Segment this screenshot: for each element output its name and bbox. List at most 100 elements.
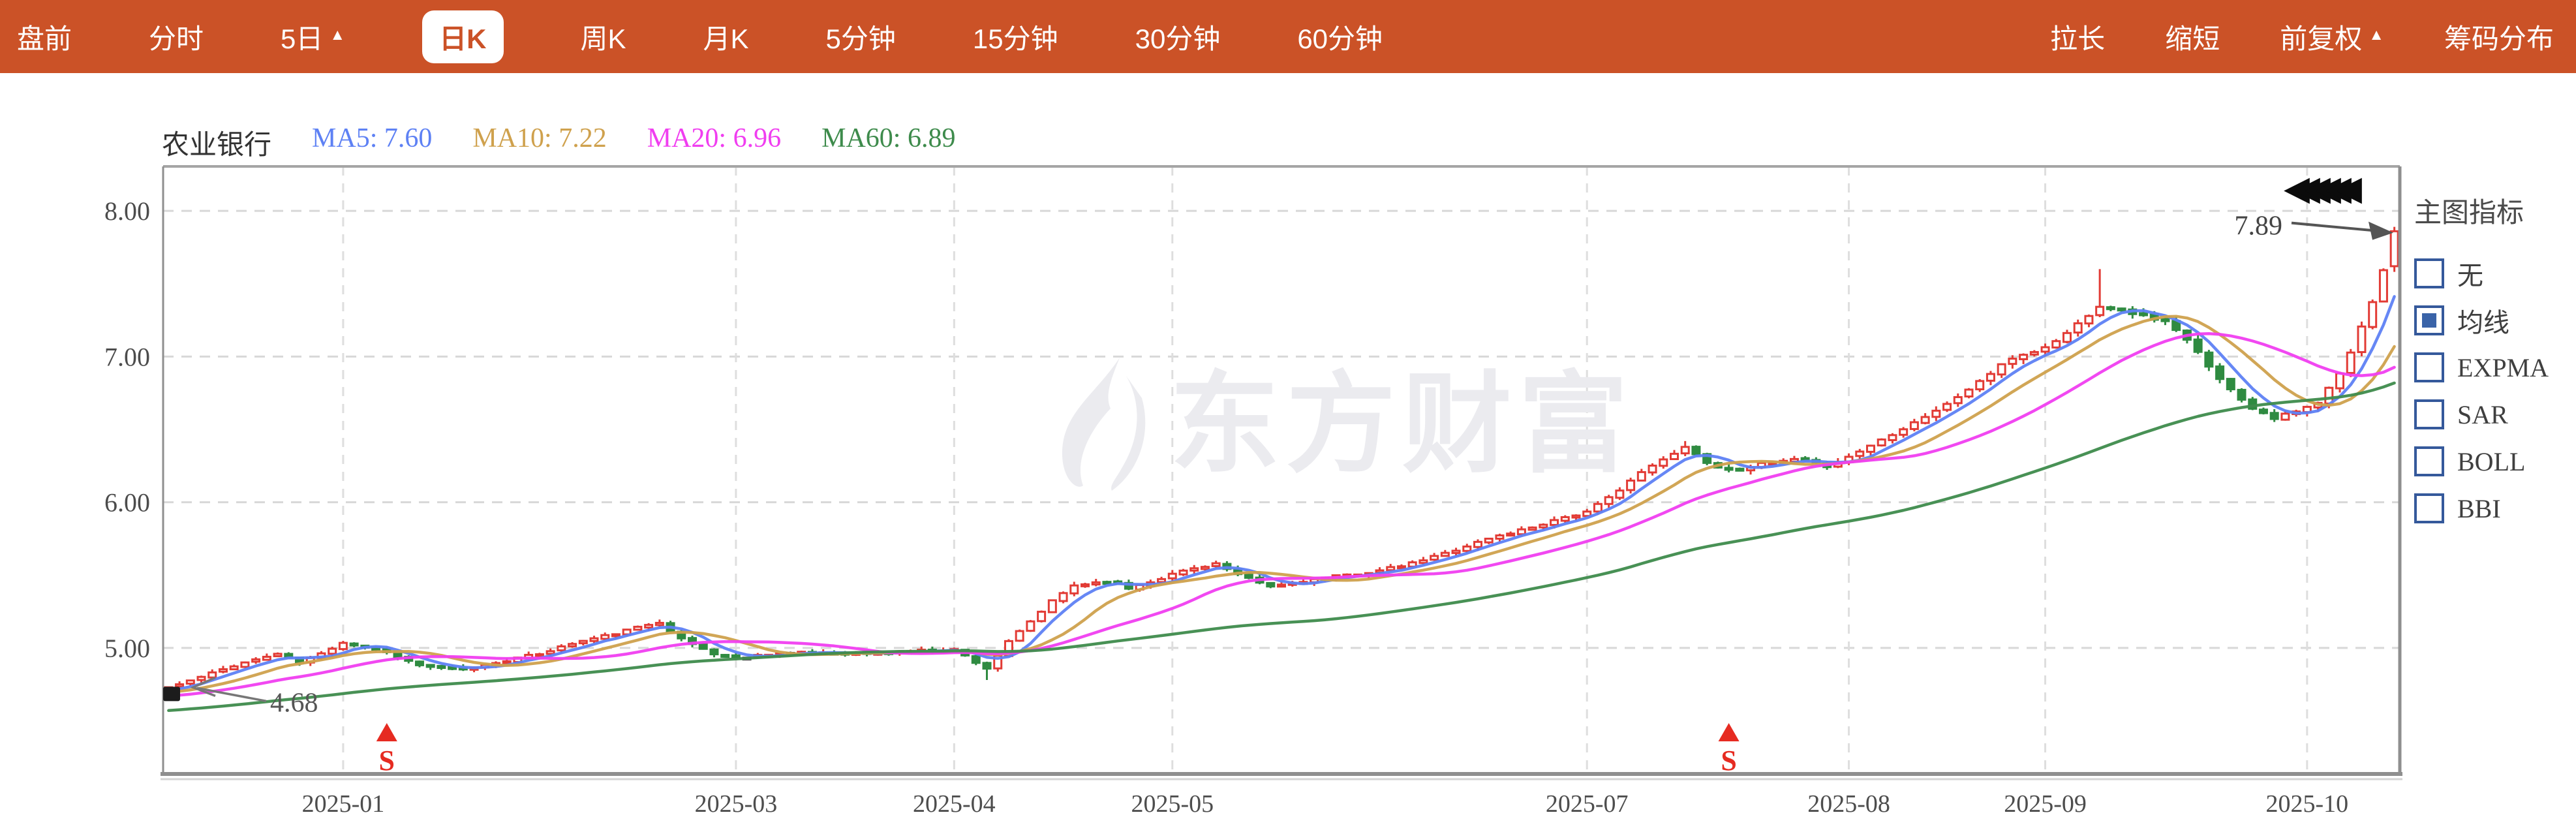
candle-body — [1899, 428, 1909, 436]
indicator-option-expma[interactable]: EXPMA — [2414, 344, 2576, 391]
sell-marker-arrow-icon[interactable] — [376, 723, 397, 741]
candle-body — [1516, 528, 1526, 536]
candle-body — [2008, 358, 2017, 365]
candle-body — [437, 665, 446, 670]
candle-body — [1037, 610, 1047, 623]
candle-body — [349, 642, 359, 647]
tab-period-5[interactable]: 月K — [703, 17, 749, 57]
y-axis-label: 6.00 — [104, 488, 150, 517]
candle-body — [1626, 479, 1636, 491]
sell-marker-label[interactable]: S — [1721, 745, 1736, 777]
indicator-option-无[interactable]: 无 — [2414, 250, 2576, 297]
x-axis-label: 2025-08 — [1807, 790, 1890, 818]
y-axis-label: 5.00 — [104, 634, 150, 663]
event-marker-cluster-icon[interactable]: ◀◀◀◀◀◀ — [2284, 170, 2378, 208]
watermark-logo: 东方财富 — [1062, 358, 1628, 491]
x-axis-label: 2025-01 — [302, 790, 385, 818]
candle-body — [534, 653, 544, 658]
candle-body — [1997, 363, 2006, 376]
tab-period-2[interactable]: 5日 ▲ — [281, 17, 345, 57]
candle-body — [1691, 446, 1701, 456]
candle-body — [1396, 565, 1406, 570]
toolbar-action-1[interactable]: 缩短 — [2165, 17, 2220, 57]
candle-body — [229, 665, 239, 671]
tab-label: 5分钟 — [825, 23, 896, 54]
candle-body — [338, 641, 348, 651]
main-indicator-panel: 主图指标 无均线 EXPMA SAR BOLL BBI — [2414, 191, 2576, 532]
candle-body — [2368, 301, 2378, 328]
candle-body — [1724, 467, 1734, 471]
candle-body — [207, 671, 217, 679]
indicator-option-label: SAR — [2457, 399, 2508, 429]
candle-body — [1560, 516, 1570, 522]
candle-body — [1855, 450, 1865, 457]
checkbox-icon[interactable] — [2414, 352, 2444, 382]
tab-period-8[interactable]: 30分钟 — [1135, 17, 1221, 57]
candle-body — [698, 643, 708, 650]
chart-toolbar: 盘前 分时 5日 ▲ 日K 周K 月K 5分钟 15分钟 30分钟 60分钟 拉长 缩短 前复权 ▲ 筹码分… — [0, 0, 2576, 73]
checkbox-icon[interactable] — [2414, 399, 2444, 429]
candle-body — [1440, 551, 1450, 557]
candle-body — [218, 668, 228, 673]
low-price-label: 4.68 — [270, 688, 318, 718]
x-axis-label: 2025-07 — [1546, 790, 1629, 818]
toolbar-action-2[interactable]: 前复权 ▲ — [2280, 17, 2384, 57]
candle-body — [240, 661, 250, 668]
candle-body — [2117, 307, 2126, 312]
candle-body — [1430, 555, 1439, 561]
sell-marker-label[interactable]: S — [379, 745, 395, 777]
indicator-option-label: EXPMA — [2457, 352, 2549, 382]
candle-body — [589, 637, 599, 642]
candle-body — [2040, 346, 2050, 353]
candle-body — [1026, 620, 1035, 632]
tab-period-6[interactable]: 5分钟 — [826, 17, 896, 57]
candle-body — [2378, 269, 2388, 303]
indicator-option-bbi[interactable]: BBI — [2414, 485, 2576, 532]
candle-body — [1081, 583, 1090, 587]
indicator-option-sar[interactable]: SAR — [2414, 391, 2576, 438]
legend-ma10: MA10: 7.22 — [472, 123, 607, 153]
candle-body — [196, 675, 206, 681]
dropdown-arrow-icon: ▲ — [2369, 26, 2384, 44]
tab-period-4[interactable]: 周K — [581, 17, 626, 57]
candle-body — [1058, 592, 1068, 602]
indicator-option-均线[interactable]: 均线 — [2414, 297, 2576, 344]
ma-line-ma10 — [167, 315, 2396, 694]
x-axis-label: 2025-03 — [695, 790, 778, 818]
candle-body — [2237, 388, 2246, 401]
candle-body — [2269, 412, 2279, 420]
candle-body — [502, 660, 512, 664]
candle-body — [251, 658, 261, 663]
tab-period-1[interactable]: 分时 — [149, 17, 204, 57]
candlestick-chart[interactable]: 8.00 7.00 6.00 5.00 2025-01 2025-03 2025-04 202… — [0, 73, 2576, 834]
candle-body — [2106, 306, 2115, 311]
x-axis-label: 2025-05 — [1131, 790, 1214, 818]
checkbox-checked-icon[interactable] — [2414, 305, 2444, 335]
tab-label: 筹码分布 — [2444, 23, 2554, 54]
tab-period-9[interactable]: 60分钟 — [1297, 17, 1383, 57]
indicator-option-boll[interactable]: BOLL — [2414, 438, 2576, 485]
candle-body — [1550, 519, 1559, 526]
candle-body — [1200, 566, 1210, 570]
candle-body — [1735, 467, 1745, 472]
candle-body — [1636, 471, 1646, 482]
ma-legend: 农业银行 MA5: 7.60 MA10: 7.22 MA20: 6.96 MA60: … — [162, 123, 955, 162]
toolbar-action-0[interactable]: 拉长 — [2050, 17, 2105, 57]
toolbar-action-3[interactable]: 筹码分布 — [2444, 17, 2554, 57]
checkbox-icon[interactable] — [2414, 493, 2444, 523]
checkbox-fill — [2422, 313, 2436, 328]
tab-period-0[interactable]: 盘前 — [17, 17, 72, 57]
sell-marker-arrow-icon[interactable] — [1718, 723, 1740, 741]
candle-body — [1266, 581, 1276, 588]
checkbox-icon[interactable] — [2414, 258, 2444, 288]
candle-body — [611, 633, 621, 638]
high-arrow-line — [2291, 221, 2377, 232]
legend-ma5: MA5: 7.60 — [312, 123, 433, 153]
tab-label: 盘前 — [17, 23, 72, 54]
candle-body — [2280, 412, 2290, 421]
candle-body — [1953, 396, 1963, 405]
candle-body — [1178, 569, 1188, 576]
checkbox-icon[interactable] — [2414, 446, 2444, 476]
tab-period-3[interactable]: 日K — [422, 10, 504, 63]
tab-period-7[interactable]: 15分钟 — [973, 17, 1058, 57]
